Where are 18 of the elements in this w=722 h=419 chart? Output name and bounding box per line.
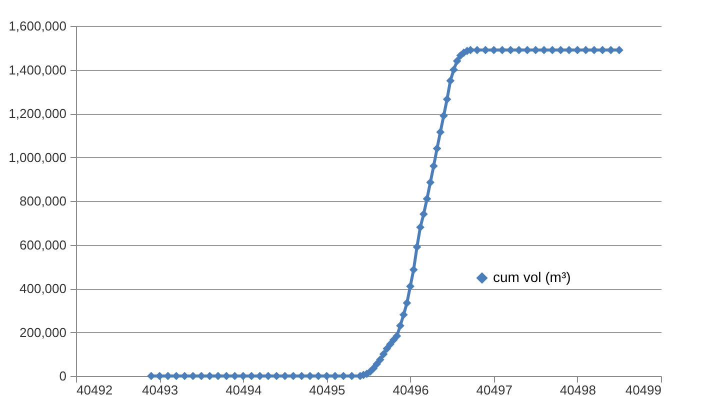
x-tick-label: 40497 [476, 382, 512, 398]
legend-label: cum vol (m³) [493, 269, 571, 285]
x-tick-label: 40493 [142, 382, 178, 398]
y-tick-label: 800,000 [20, 194, 66, 208]
x-tick-label: 40496 [392, 382, 429, 398]
y-tick-label: 1,400,000 [8, 62, 66, 78]
y-tick-label: 1,600,000 [8, 18, 66, 34]
x-tick-label: 40492 [76, 382, 113, 398]
x-tick-label: 40495 [309, 382, 346, 398]
x-tick-label: 40498 [560, 382, 596, 398]
y-tick-label: 0 [59, 368, 66, 384]
y-tick-label: 200,000 [20, 324, 66, 340]
x-tick-label: 40499 [625, 382, 662, 398]
y-tick-label: 1,200,000 [8, 106, 66, 121]
y-tick-label: 600,000 [20, 237, 66, 252]
x-tick-label: 40494 [226, 382, 262, 398]
y-tick-label: 1,000,000 [8, 150, 66, 165]
y-tick-label: 400,000 [20, 281, 66, 296]
